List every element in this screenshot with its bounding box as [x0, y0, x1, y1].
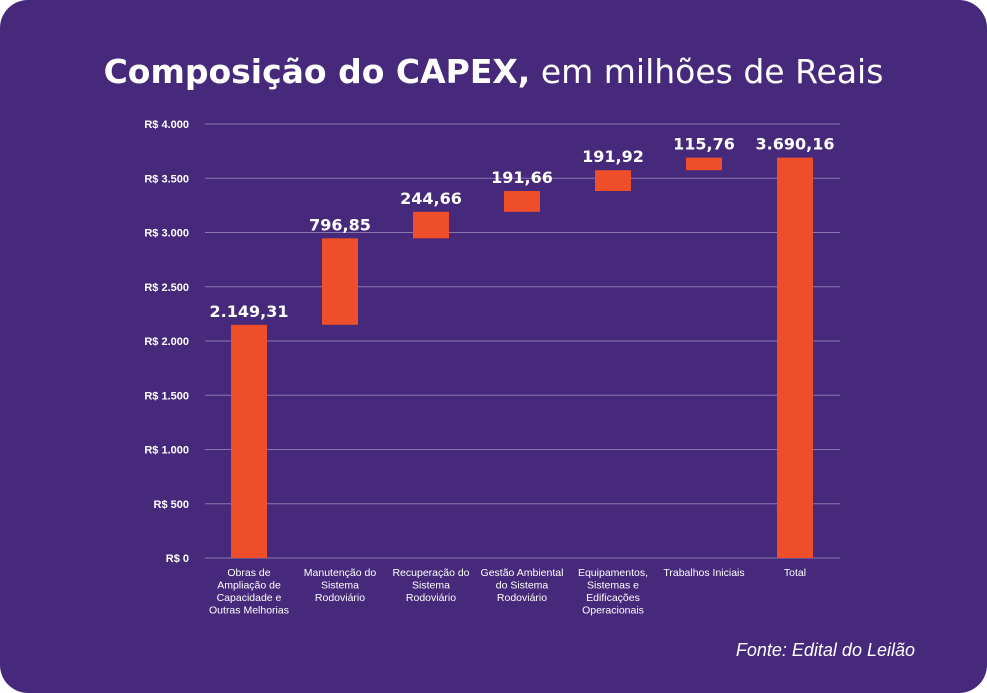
x-tick-label: Obras de Ampliação de Capacidade e Outras M…	[209, 567, 289, 617]
bar	[504, 191, 540, 212]
x-tick-label: Trabalhos Iniciais	[663, 567, 744, 579]
x-tick-line: Capacidade e	[217, 592, 282, 604]
x-tick-line: Rodoviário	[497, 592, 547, 604]
grid-lines	[205, 123, 840, 559]
x-tick-line: Sistemas e	[587, 580, 639, 592]
x-tick-line: Sistema	[412, 580, 450, 592]
y-tick-label: R$ 2.500	[144, 282, 189, 294]
y-tick-label: R$ 0	[166, 553, 189, 565]
x-tick-line: Gestão Ambiental	[481, 567, 564, 579]
bar	[413, 211, 449, 239]
y-axis-ticks: R$ 0 R$ 500 R$ 1.000 R$ 1.500 R$ 2.000 R$ 2.5…	[144, 119, 189, 565]
x-tick-label: Recuperação do Sistema Rodoviário	[392, 567, 469, 604]
x-tick-line: Manutenção do	[304, 567, 377, 579]
x-tick-line: Ampliação de	[217, 580, 281, 592]
data-label: 2.149,31	[210, 302, 289, 321]
x-tick-line: Outras Melhorias	[209, 605, 289, 617]
bars	[231, 157, 813, 558]
data-label: 191,92	[582, 147, 644, 166]
x-tick-line: Trabalhos Iniciais	[663, 567, 744, 579]
source-note: Fonte: Edital do Leilão	[735, 640, 915, 660]
bar	[231, 324, 267, 558]
x-tick-label: Equipamentos, Sistemas e Edificações Operac…	[578, 567, 648, 617]
bar	[777, 157, 813, 558]
bar	[595, 170, 631, 192]
y-tick-label: R$ 2.000	[144, 336, 189, 348]
data-labels: 2.149,31 796,85 244,66 191,66 191,92 115,76 3.…	[210, 135, 835, 321]
y-tick-label: R$ 1.000	[144, 445, 189, 457]
chart-title-light: em milhões de Reais	[530, 52, 884, 91]
bar	[322, 238, 358, 325]
y-tick-label: R$ 500	[154, 499, 189, 511]
y-tick-label: R$ 1.500	[144, 390, 189, 402]
x-tick-line: Rodoviário	[315, 592, 365, 604]
x-tick-line: Total	[784, 567, 806, 579]
x-axis-labels: Obras de Ampliação de Capacidade e Outras M…	[209, 567, 806, 617]
x-tick-line: do Sistema	[496, 580, 549, 592]
chart-title: Composição do CAPEX, em milhões de Reais	[0, 52, 987, 91]
bar	[686, 157, 722, 171]
y-tick-label: R$ 3.000	[144, 228, 189, 240]
x-tick-line: Equipamentos,	[578, 567, 648, 579]
data-label: 796,85	[309, 215, 371, 234]
chart-title-bold: Composição do CAPEX,	[103, 52, 531, 91]
data-label: 244,66	[400, 189, 462, 208]
x-tick-line: Sistema	[321, 580, 359, 592]
x-tick-line: Rodoviário	[406, 592, 456, 604]
data-label: 3.690,16	[756, 135, 835, 154]
data-label: 115,76	[673, 135, 735, 154]
x-tick-line: Edificações	[586, 592, 640, 604]
y-tick-label: R$ 3.500	[144, 173, 189, 185]
x-tick-label: Manutenção do Sistema Rodoviário	[304, 567, 377, 604]
y-tick-label: R$ 4.000	[144, 119, 189, 131]
x-tick-line: Recuperação do	[392, 567, 469, 579]
x-tick-label: Total	[784, 567, 806, 579]
x-tick-line: Operacionais	[582, 605, 644, 617]
x-tick-line: Obras de	[227, 567, 270, 579]
x-tick-label: Gestão Ambiental do Sistema Rodoviário	[481, 567, 564, 604]
data-label: 191,66	[491, 168, 553, 187]
